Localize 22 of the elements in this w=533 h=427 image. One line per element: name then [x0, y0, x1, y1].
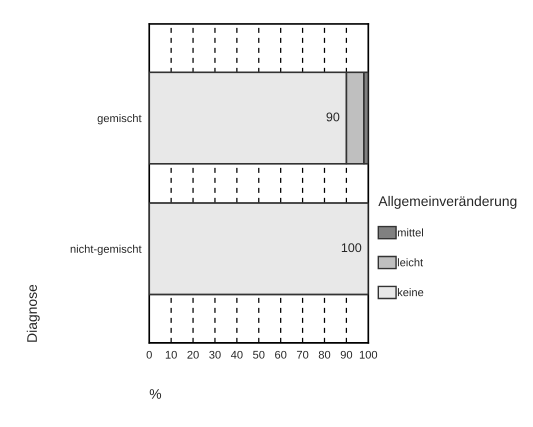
legend-label: mittel [398, 228, 423, 236]
y-tick-label: nicht-gemischt [70, 244, 142, 256]
legend-label: keine [398, 288, 424, 296]
data-label: 100 [342, 243, 362, 252]
x-tick-label: 40 [230, 350, 243, 359]
legend-title: Allgemeinveränderung [378, 196, 516, 209]
x-axis-title: % [150, 389, 162, 399]
x-tick-label: 20 [187, 350, 199, 359]
y-tick-label: gemischt [98, 114, 142, 124]
x-tick-label: 0 [146, 350, 152, 359]
y-axis-title: Diagnose [26, 284, 40, 342]
bar [149, 202, 368, 296]
x-tick-label: 60 [275, 350, 286, 359]
x-tick-label: 80 [318, 350, 330, 359]
x-tick-label: 70 [296, 350, 308, 359]
x-tick-label: 50 [253, 350, 265, 359]
data-label: 90 [326, 112, 340, 122]
legend-label: leicht [398, 258, 424, 266]
x-tick-label: 30 [209, 350, 221, 359]
x-tick-label: 10 [166, 350, 177, 359]
x-tick-label: 90 [340, 350, 352, 359]
x-tick-label: 100 [360, 350, 378, 359]
